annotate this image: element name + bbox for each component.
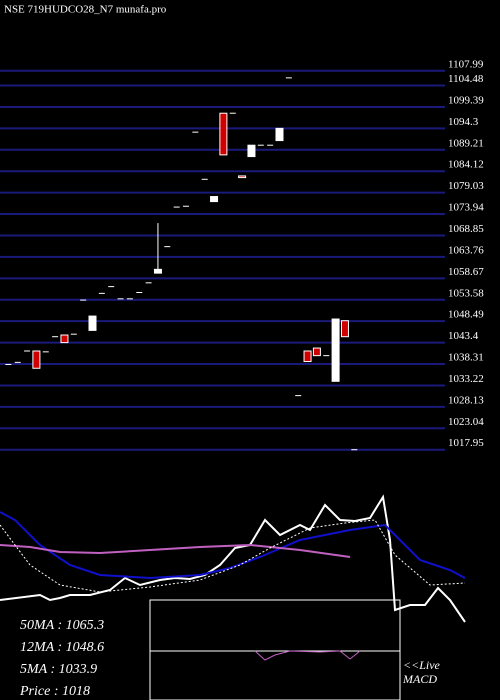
y-tick-label: 1053.58 [448, 287, 484, 299]
chart-title: NSE 719HUDCO28_N7 munafa.pro [4, 4, 167, 16]
ma-label: 5MA : 1033.9 [20, 662, 97, 677]
ma-value: 1065.3 [66, 618, 105, 633]
candle [153, 268, 162, 274]
indicator-line [0, 519, 466, 593]
ma-label: Price : 1018 [19, 684, 90, 699]
macd-line [254, 650, 361, 661]
macd-label: MACD [402, 672, 437, 686]
indicator-line [0, 511, 466, 580]
y-tick-label: 1107.99 [448, 58, 484, 70]
candle [331, 318, 340, 382]
candle [210, 196, 219, 203]
y-tick-label: 1043.4 [448, 330, 479, 342]
y-tick-label: 1099.39 [448, 94, 484, 106]
ma-value: 1018 [62, 684, 90, 699]
candle [340, 320, 349, 338]
candle [247, 144, 256, 158]
candle [32, 350, 41, 369]
y-tick-label: 1038.31 [448, 352, 484, 364]
y-tick-label: 1063.76 [448, 244, 484, 256]
candle [312, 347, 321, 357]
y-tick-label: 1079.03 [448, 180, 484, 192]
candle [303, 350, 312, 363]
candle [275, 127, 284, 142]
ma-name: 5MA [20, 662, 48, 677]
separator: : [54, 640, 66, 655]
ma-name: Price [19, 684, 54, 699]
ma-value: 1048.6 [66, 640, 105, 655]
y-tick-label: 1048.49 [448, 309, 484, 321]
y-tick-label: 1058.67 [448, 266, 484, 278]
y-tick-label: 1023.04 [448, 416, 484, 428]
ma-value: 1033.9 [59, 662, 98, 677]
ma-label: 12MA : 1048.6 [20, 640, 104, 655]
candle [60, 334, 69, 344]
y-tick-label: 1033.22 [448, 373, 484, 385]
y-tick-label: 1084.12 [448, 159, 484, 171]
separator: : [54, 684, 62, 699]
macd-box [149, 599, 401, 700]
y-tick-label: 1104.48 [448, 73, 484, 85]
candle [88, 315, 97, 331]
y-tick-label: 1094.3 [448, 116, 479, 128]
separator: : [47, 662, 59, 677]
separator: : [54, 618, 66, 633]
ma-label: 50MA : 1065.3 [20, 618, 104, 633]
ma-name: 12MA [20, 640, 55, 655]
y-tick-label: 1073.94 [448, 202, 484, 214]
indicator-line [0, 543, 351, 558]
candle [219, 112, 228, 156]
indicator-line [0, 494, 466, 623]
candle [238, 175, 247, 179]
y-tick-label: 1017.95 [448, 437, 484, 449]
live-label: <<Live [403, 658, 441, 672]
y-tick-label: 1089.21 [448, 137, 484, 149]
ma-name: 50MA [20, 618, 55, 633]
y-tick-label: 1028.13 [448, 394, 484, 406]
y-tick-label: 1068.85 [448, 223, 484, 235]
